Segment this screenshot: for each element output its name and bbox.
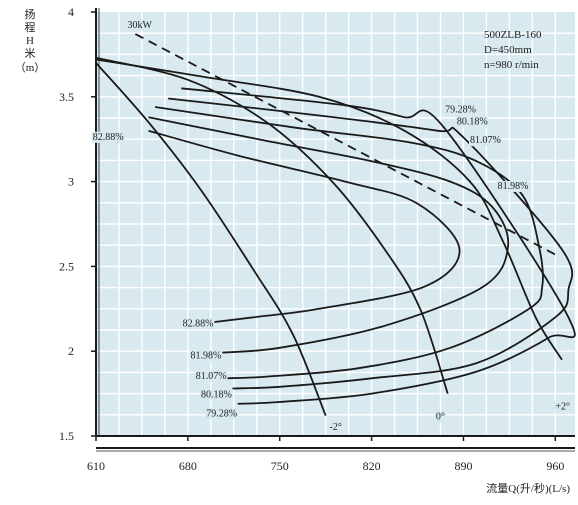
y-axis-title-char: 扬	[25, 7, 36, 21]
info-line-diameter: D=450mm	[484, 44, 532, 56]
efficiency-curve	[148, 129, 461, 324]
y-tick-label: 4	[68, 5, 74, 19]
blade-angle-label: -2°	[330, 422, 342, 433]
efficiency-label-bg	[181, 318, 215, 330]
blade-angle-label: 0°	[436, 412, 445, 423]
x-axis-title: 流量Q(升/秒)(L/s)	[486, 481, 570, 495]
labels: 82.88%79.28%80.18%81.07%81.98%82.88%81.9…	[91, 19, 571, 433]
x-tick-label: 610	[87, 459, 105, 473]
efficiency-label: 80.18%	[457, 117, 488, 128]
efficiency-label-bg	[444, 104, 477, 116]
y-tick-label: 3.5	[59, 90, 74, 104]
y-tick-label: 1.5	[59, 429, 74, 443]
y-axis-title-char: 程	[25, 21, 36, 34]
info-line-model: 500ZLB-160	[484, 29, 542, 41]
efficiency-label-bg	[199, 389, 233, 401]
efficiency-label: 81.98%	[498, 181, 529, 192]
efficiency-label-bg	[496, 180, 530, 192]
efficiency-label-bg	[189, 350, 223, 362]
y-axis-title-char: 米	[25, 47, 36, 60]
efficiency-label: 82.88%	[183, 318, 214, 329]
efficiency-label-bg	[91, 131, 125, 143]
y-tick-label: 2	[68, 344, 74, 358]
blade-angle-label: +2°	[555, 401, 570, 412]
y-tick-label: 2.5	[59, 259, 74, 273]
efficiency-curve	[168, 97, 574, 390]
x-tick-label: 750	[271, 459, 289, 473]
y-axis-title: 扬 程 H 米 （m）	[15, 7, 46, 74]
grid	[96, 12, 575, 436]
efficiency-label-bg	[205, 408, 239, 420]
y-axis-title-char: H	[26, 35, 34, 47]
blade-angle-curve	[95, 58, 563, 361]
efficiency-label-bg	[194, 370, 228, 382]
efficiency-label: 81.07%	[196, 371, 227, 382]
power-line-label: 30kW	[127, 20, 152, 31]
efficiency-curve	[148, 116, 510, 354]
efficiency-label: 79.28%	[206, 408, 237, 419]
x-tick-label: 820	[363, 459, 381, 473]
x-tick-label: 960	[546, 459, 564, 473]
blade-angle-label-bg	[434, 411, 446, 423]
blade-angle-curve	[95, 56, 449, 394]
info-box: 500ZLB-160 D=450mm n=980 r/min	[484, 29, 542, 71]
axes: 610 680 750 820 890 960 4 3.5 3 2.5 2 1.5	[59, 5, 575, 473]
efficiency-label: 81.07%	[470, 135, 501, 146]
efficiency-label-bg	[469, 135, 502, 147]
blade-angle-label-bg	[554, 401, 571, 413]
curves	[95, 33, 576, 416]
efficiency-label-bg	[455, 116, 489, 128]
efficiency-label: 79.28%	[445, 105, 476, 116]
efficiency-label: 81.98%	[190, 351, 221, 362]
power-line-label-bg	[126, 19, 154, 31]
y-tick-label: 3	[68, 175, 74, 189]
efficiency-label: 82.88%	[93, 132, 124, 143]
efficiency-curve	[181, 87, 576, 405]
power-line	[134, 33, 556, 256]
blade-angle-curve	[95, 62, 327, 416]
info-line-speed: n=980 r/min	[484, 59, 539, 71]
x-tick-label: 680	[179, 459, 197, 473]
y-axis-title-unit: （m）	[15, 61, 46, 74]
blade-angle-label-bg	[328, 421, 343, 433]
efficiency-label: 80.18%	[201, 390, 232, 401]
x-tick-label: 890	[454, 459, 472, 473]
efficiency-curve	[154, 106, 544, 380]
